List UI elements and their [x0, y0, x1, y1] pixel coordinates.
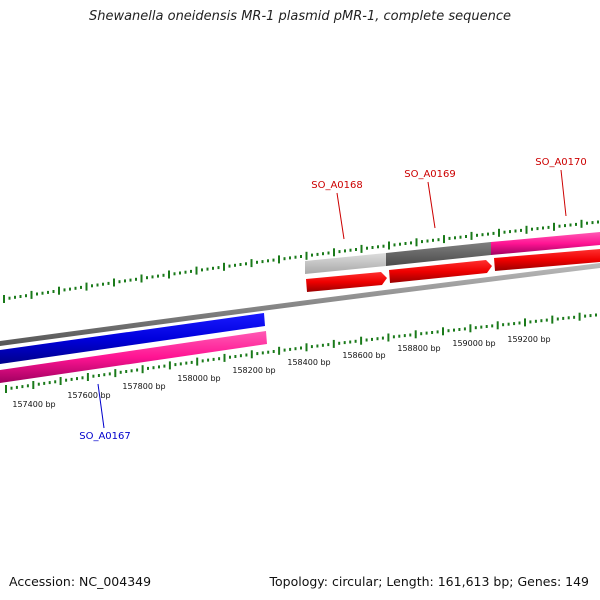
scale-label: 157600 bp [67, 391, 110, 400]
label-line-so-a0169 [427, 181, 436, 229]
scale-label: 158800 bp [397, 344, 440, 353]
feature-band-light-gray [305, 253, 386, 274]
gene-arrow-so-a0167[interactable] [0, 313, 265, 364]
feature-band-dark-gray [386, 242, 491, 266]
label-line-so-a0170 [560, 169, 567, 217]
topology-summary: Topology: circular; Length: 161,613 bp; … [269, 574, 590, 589]
feature-band-pink-lower [0, 331, 267, 383]
gene-arrow-so-a0168[interactable] [306, 272, 387, 292]
plasmid-backbone [0, 263, 600, 346]
scale-label: 158400 bp [287, 358, 330, 367]
label-line-so-a0168 [336, 192, 345, 240]
map-title: Shewanella oneidensis MR-1 plasmid pMR-1… [88, 9, 512, 24]
gene-label-so-a0169[interactable]: SO_A0169 [404, 169, 456, 180]
gene-arrow-so-a0169[interactable] [389, 260, 492, 283]
outer-scale-ticks [3, 219, 599, 303]
scale-label: 158200 bp [232, 366, 275, 375]
accession-text: Accession: NC_004349 [9, 574, 152, 589]
scale-labels: 157400 bp 157600 bp 157800 bp 158000 bp … [12, 335, 550, 409]
scale-label: 158000 bp [177, 374, 220, 383]
feature-band-pink [491, 232, 600, 255]
scale-label: 157400 bp [12, 400, 55, 409]
gene-label-so-a0170[interactable]: SO_A0170 [535, 157, 587, 168]
scale-label: 157800 bp [122, 382, 165, 391]
scale-label: 159200 bp [507, 335, 550, 344]
inner-scale-ticks [5, 312, 597, 393]
scale-label: 158600 bp [342, 351, 385, 360]
label-line-so-a0167 [97, 383, 105, 429]
gene-arrow-so-a0170[interactable] [494, 249, 600, 271]
scale-label: 159000 bp [452, 339, 495, 348]
gene-label-so-a0168[interactable]: SO_A0168 [311, 180, 363, 191]
gene-label-so-a0167[interactable]: SO_A0167 [79, 431, 131, 442]
